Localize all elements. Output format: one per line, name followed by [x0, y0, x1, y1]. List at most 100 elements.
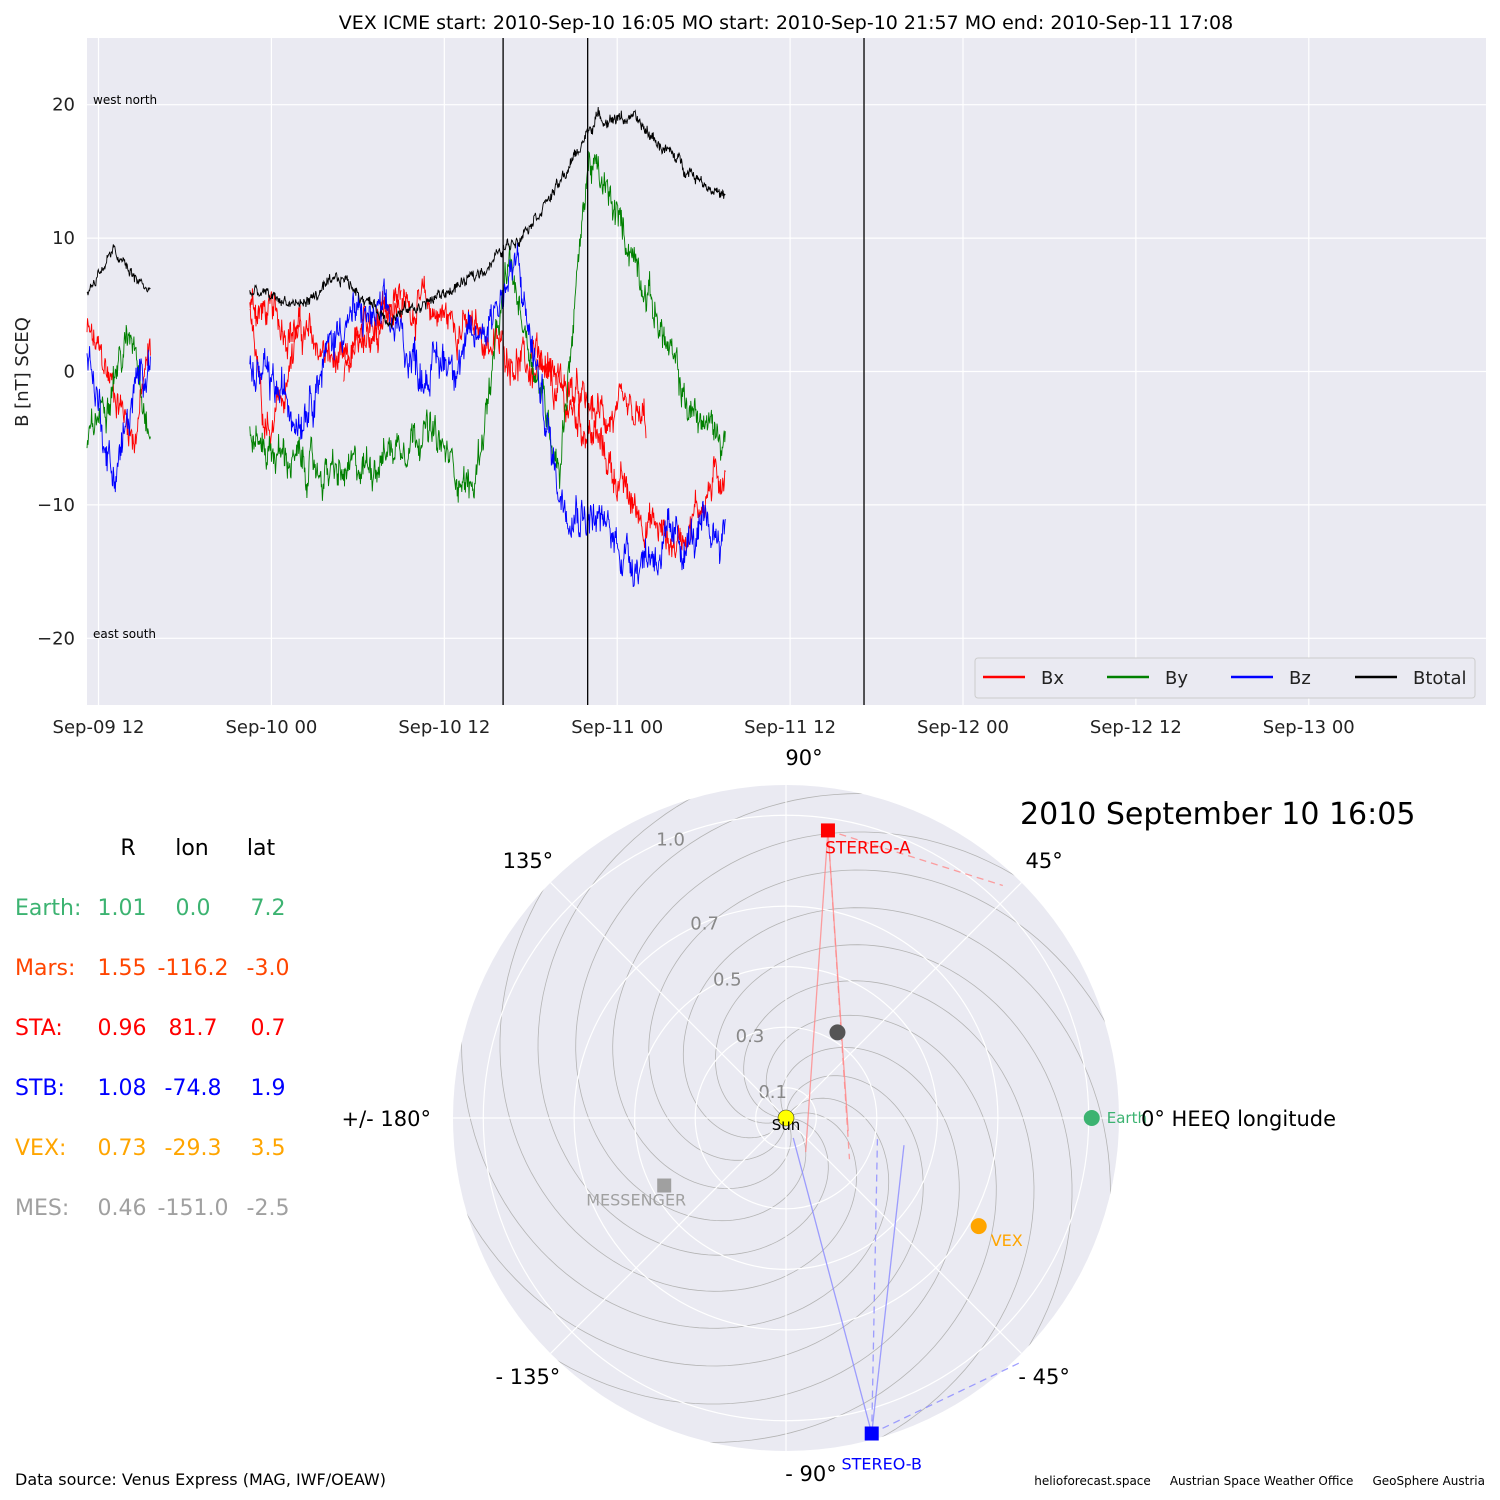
table-cell-label: STA: — [15, 1016, 63, 1041]
body-marker-sun — [777, 1109, 795, 1127]
body-label-vex: VEX — [991, 1231, 1023, 1250]
table-header-lon: lon — [175, 836, 209, 861]
y-axis-label: B [nT] SCEQ — [12, 317, 33, 427]
table-row: Earth: 1.01 0.0 7.2 — [15, 896, 286, 921]
body-label-sun: Sun — [772, 1116, 801, 1134]
body-label-earth: Earth — [1107, 1109, 1147, 1127]
x-tick-label: Sep-09 12 — [53, 717, 145, 738]
series-line-bz — [86, 346, 151, 493]
annotation-east-south: east south — [93, 627, 156, 641]
angle-label: - 90° — [785, 1462, 836, 1486]
angle-label: 90° — [785, 746, 822, 770]
table-cell-r: 1.55 — [98, 956, 147, 981]
stb-view-line — [792, 1137, 873, 1434]
table-row: STA: 0.96 81.7 0.7 — [15, 1016, 286, 1041]
table-cell-lon: -29.3 — [165, 1136, 222, 1161]
parker-spiral — [743, 980, 1035, 1451]
parker-spiral — [648, 869, 1119, 1161]
y-ticks: −20 −10 0 10 20 — [37, 95, 75, 650]
body-marker-unlabeled — [829, 1024, 846, 1041]
radial-tick-label: 1.0 — [656, 829, 685, 850]
x-tick-label: Sep-13 00 — [1263, 717, 1355, 738]
table-cell-lon: -74.8 — [165, 1076, 222, 1101]
y-tick-label: 0 — [64, 362, 75, 383]
table-row: VEX: 0.73 -29.3 3.5 — [15, 1136, 286, 1161]
table-cell-r: 0.46 — [98, 1196, 147, 1221]
chart-title: VEX ICME start: 2010-Sep-10 16:05 MO sta… — [339, 12, 1233, 34]
polar-title: 2010 September 10 16:05 — [1020, 797, 1415, 832]
table-cell-label: MES: — [15, 1196, 69, 1221]
legend-label-by: By — [1165, 668, 1188, 689]
table-cell-lon: -116.2 — [158, 956, 229, 981]
sta-view-line — [805, 830, 829, 1153]
table-cell-lon: 0.0 — [176, 896, 211, 921]
body-label-stereo-a: STEREO-A — [825, 838, 911, 858]
angular-gridline — [550, 882, 787, 1119]
body-marker-vex — [970, 1218, 987, 1235]
bodies-layer: Sun Earth VEX STEREO-A STEREO-B MESSENGER — [586, 823, 1147, 1474]
x-tick-label: Sep-11 12 — [744, 717, 836, 738]
parker-spiral — [461, 987, 890, 1329]
table-cell-lat: 3.5 — [251, 1136, 286, 1161]
table-row: Mars: 1.55 -116.2 -3.0 — [15, 956, 289, 981]
x-tick-label: Sep-10 00 — [225, 717, 317, 738]
series-line-bx — [343, 283, 402, 382]
table-cell-label: STB: — [15, 1076, 65, 1101]
radial-tick-label: 0.5 — [713, 970, 742, 991]
y-tick-label: 20 — [52, 95, 75, 116]
angle-labels: 0° HEEQ longitude 45° 90° 135° +/- 180° - 135… — [341, 746, 1336, 1486]
x-tick-label: Sep-12 12 — [1090, 717, 1182, 738]
body-marker-stereo-a — [820, 823, 835, 838]
body-marker-messenger — [657, 1178, 672, 1193]
x-tick-label: Sep-12 00 — [917, 717, 1009, 738]
table-cell-label: Mars: — [15, 956, 75, 981]
series-line-bx — [86, 318, 151, 454]
table-row: MES: 0.46 -151.0 -2.5 — [15, 1196, 289, 1221]
radial-tick-label: 0.3 — [736, 1026, 765, 1047]
grid — [87, 38, 1486, 705]
series-line-bz — [249, 242, 726, 588]
credits-note: helioforecast.space Austrian Space Weath… — [1034, 1474, 1485, 1488]
parker-spiral — [513, 1046, 960, 1405]
table-cell-lat: -3.0 — [247, 956, 290, 981]
parker-spiral — [537, 785, 829, 1256]
table-row: STB: 1.08 -74.8 1.9 — [15, 1076, 286, 1101]
angle-label: 45° — [1025, 849, 1062, 873]
radial-tick-label: 0.7 — [690, 914, 719, 935]
table-header-r: R — [120, 836, 135, 861]
parker-spiral — [655, 1014, 997, 1443]
legend-label-bz: Bz — [1289, 668, 1311, 689]
x-tick-label: Sep-11 00 — [571, 717, 663, 738]
table-cell-r: 1.08 — [98, 1076, 147, 1101]
stb-view-line-dashed — [871, 1361, 1022, 1435]
table-cell-lon: -151.0 — [158, 1196, 229, 1221]
angle-label: 135° — [503, 849, 554, 873]
table-cell-label: VEX: — [15, 1136, 66, 1161]
table-cell-r: 0.73 — [98, 1136, 147, 1161]
table-cell-lat: 7.2 — [251, 896, 286, 921]
y-tick-label: −20 — [37, 628, 75, 649]
y-tick-label: 10 — [52, 228, 75, 249]
angle-label: - 135° — [495, 1365, 560, 1389]
parker-spiral — [682, 907, 1111, 1249]
table-cell-r: 0.96 — [98, 1016, 147, 1041]
table-cell-lat: 0.7 — [251, 1016, 286, 1041]
table-cell-lat: 1.9 — [251, 1076, 286, 1101]
event-lines — [502, 38, 865, 705]
angular-gridline — [785, 1117, 1022, 1354]
parker-spiral — [499, 845, 858, 1292]
legend-label-btotal: Btotal — [1413, 668, 1467, 689]
body-marker-stereo-b — [864, 1426, 879, 1441]
angle-label: 0° HEEQ longitude — [1141, 1107, 1336, 1131]
field-of-view-lines — [792, 829, 1022, 1435]
table-cell-lon: 81.7 — [169, 1016, 218, 1041]
parker-spiral — [453, 1075, 924, 1367]
stb-view-line-dashed — [871, 1139, 879, 1434]
stb-view-line — [871, 1145, 905, 1434]
x-ticks: Sep-09 12 Sep-10 00 Sep-10 12 Sep-11 00 Sep-… — [53, 717, 1355, 738]
x-tick-label: Sep-10 12 — [398, 717, 490, 738]
series-line-bx — [530, 332, 647, 439]
sta-view-line-dashed — [827, 830, 851, 1160]
